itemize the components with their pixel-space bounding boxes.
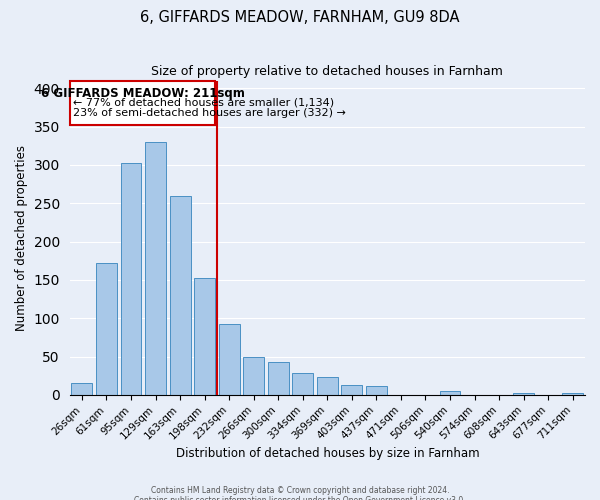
- Bar: [71, 384, 92, 395]
- Bar: [170, 196, 191, 395]
- Bar: [366, 386, 387, 395]
- Bar: [96, 263, 117, 395]
- Title: Size of property relative to detached houses in Farnham: Size of property relative to detached ho…: [151, 65, 503, 78]
- Text: 23% of semi-detached houses are larger (332) →: 23% of semi-detached houses are larger (…: [73, 108, 346, 118]
- Bar: [268, 362, 289, 395]
- FancyBboxPatch shape: [70, 80, 215, 125]
- X-axis label: Distribution of detached houses by size in Farnham: Distribution of detached houses by size …: [176, 447, 479, 460]
- Bar: [562, 392, 583, 395]
- Text: ← 77% of detached houses are smaller (1,134): ← 77% of detached houses are smaller (1,…: [73, 98, 334, 108]
- Text: Contains HM Land Registry data © Crown copyright and database right 2024.: Contains HM Land Registry data © Crown c…: [151, 486, 449, 495]
- Y-axis label: Number of detached properties: Number of detached properties: [15, 144, 28, 330]
- Bar: [440, 391, 460, 395]
- Bar: [243, 356, 264, 395]
- Bar: [145, 142, 166, 395]
- Text: 6, GIFFARDS MEADOW, FARNHAM, GU9 8DA: 6, GIFFARDS MEADOW, FARNHAM, GU9 8DA: [140, 10, 460, 25]
- Bar: [121, 164, 142, 395]
- Text: 6 GIFFARDS MEADOW: 211sqm: 6 GIFFARDS MEADOW: 211sqm: [41, 86, 244, 100]
- Bar: [317, 377, 338, 395]
- Bar: [341, 385, 362, 395]
- Bar: [513, 392, 534, 395]
- Bar: [219, 324, 239, 395]
- Bar: [292, 372, 313, 395]
- Text: Contains public sector information licensed under the Open Government Licence v3: Contains public sector information licen…: [134, 496, 466, 500]
- Bar: [194, 278, 215, 395]
